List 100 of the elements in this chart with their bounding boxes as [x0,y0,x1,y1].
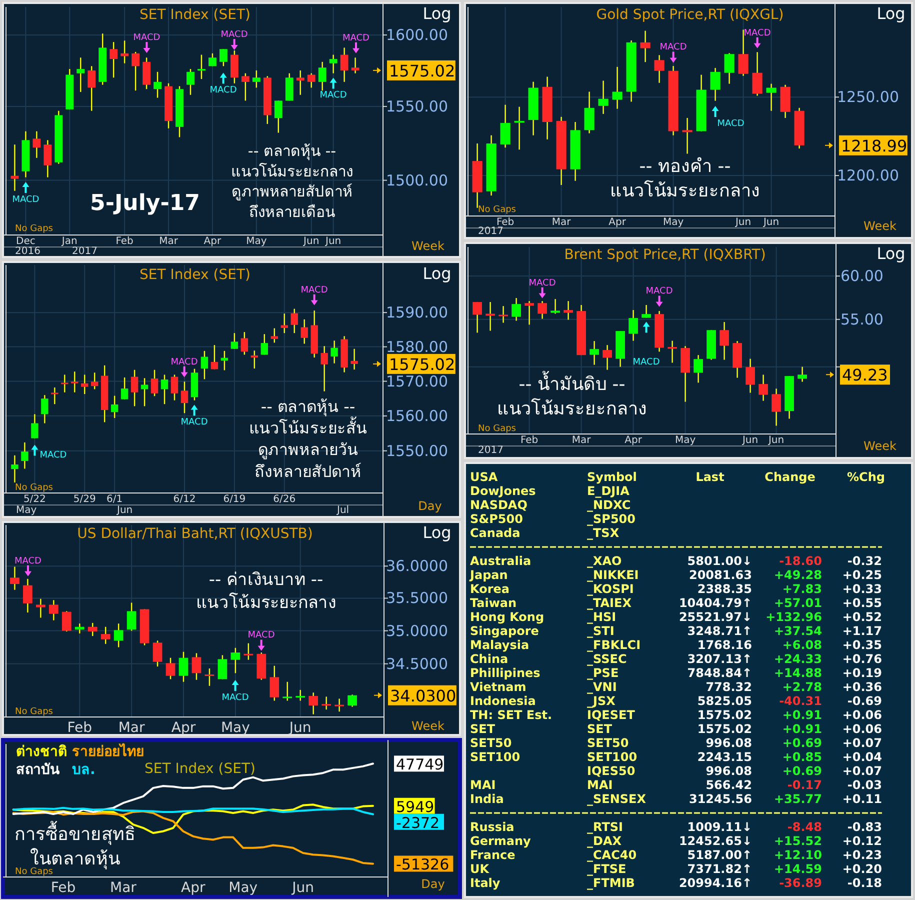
text: SET Index (SET) [144,761,256,777]
candlestick [62,610,72,632]
text: Hong Kong [470,610,544,624]
y-tick-label: 60.00 [840,267,884,286]
x-tick-label: 6/12 [173,494,196,505]
candlestick [48,600,58,621]
text: Log [422,4,452,23]
candlestick [150,369,158,397]
candlestick [285,72,294,102]
ref-line-label: 49.23 [842,366,888,385]
candlestick [230,50,238,84]
text: +0.91 [782,708,822,722]
candlestick [44,140,52,178]
annotation: No Gaps [15,707,54,717]
annotation: MACD [180,418,208,428]
text: SET [470,722,496,736]
x-tick-label: 6/19 [223,494,246,505]
candlestick [10,144,19,192]
candlestick [654,54,664,84]
candlestick [186,68,194,96]
text: -18.60 [779,554,822,568]
candlestick [628,309,638,342]
text: 5825.05 [697,694,752,708]
x-tick-label: Mar [552,217,572,228]
x-tick-label: Apr [171,720,196,736]
text: +0.23 [842,848,882,862]
candlestick [192,652,202,680]
text: 3248.71↑ [687,624,752,638]
text: France [470,848,516,862]
text: May [16,505,37,516]
category-label: %Chg [847,470,885,484]
candlestick [110,395,118,419]
text: _TAIEX [587,596,632,610]
candlestick [166,657,176,680]
candlestick [798,366,807,382]
text: Japan [470,568,508,582]
text: Jun [116,505,133,516]
text: _SP500 [587,512,636,526]
candlestick [694,354,703,384]
text: 3207.13↑ [687,652,752,666]
text: UK [470,862,490,876]
text: +0.19 [842,666,882,680]
x-tick-label: Mar [118,720,146,736]
annotation: No Gaps [15,224,54,234]
candlestick [296,689,306,702]
annotation: MACD [528,278,556,288]
text: +0.11 [842,792,882,806]
x-tick-label: Jun [767,435,784,446]
x-tick-label: May [674,435,696,446]
candlestick [32,130,41,158]
text: Day [421,877,445,891]
text: +24.33 [774,652,822,666]
text: Week [864,219,896,233]
candlestick [76,57,85,93]
x-tick-label: Mar [110,880,137,896]
candlestick [758,374,768,402]
candlestick [329,54,338,74]
annotation: MACD [744,28,771,38]
text: Log [876,244,906,263]
annotation: MACD [133,33,160,43]
text: IQESET [587,708,635,722]
text: -0.18 [847,876,882,890]
x-tick-label: May [220,720,250,736]
text: -0.83 [847,820,882,834]
text: +0.85 [782,750,822,764]
text: 2243.15 [697,750,752,764]
text: _DAX [587,834,622,848]
data-label: -2372 [396,814,440,832]
candlestick [252,70,260,88]
data-label: 5949 [396,798,434,816]
candlestick [334,698,344,712]
candlestick [642,304,651,318]
candlestick [584,91,594,134]
x-tick-label: Jun [302,236,320,247]
candlestick [114,622,124,648]
candlestick [330,340,338,364]
text: +0.76 [842,652,882,666]
candlestick [126,602,136,632]
ref-line-label: 1218.99 [841,136,908,156]
y-tick-label: 35.0000 [386,622,448,640]
text: TH: SET Est. [470,708,552,722]
candlestick [274,100,282,134]
x-tick-label: 6/26 [273,494,296,505]
candlestick [178,651,188,682]
candlestick [198,54,206,80]
annotation: -- ทองคำ -- แนวโน้มระยะกลาง [610,156,760,202]
text: Malaysia [470,638,530,652]
text: 2017 [478,445,504,456]
candlestick [472,301,482,334]
text: Germany [470,834,531,848]
candlestick [152,640,162,668]
annotation: MACD [300,285,328,296]
text: 2017 [478,226,504,237]
text: 5187.00↑ [687,848,752,862]
text: -0.69 [847,694,882,708]
text: _FTSE [587,862,626,876]
candlestick [340,47,348,82]
text: _KOSPI [587,582,634,596]
y-tick-label: 1200.00 [836,166,900,185]
text: 20994.16↑ [678,876,752,890]
